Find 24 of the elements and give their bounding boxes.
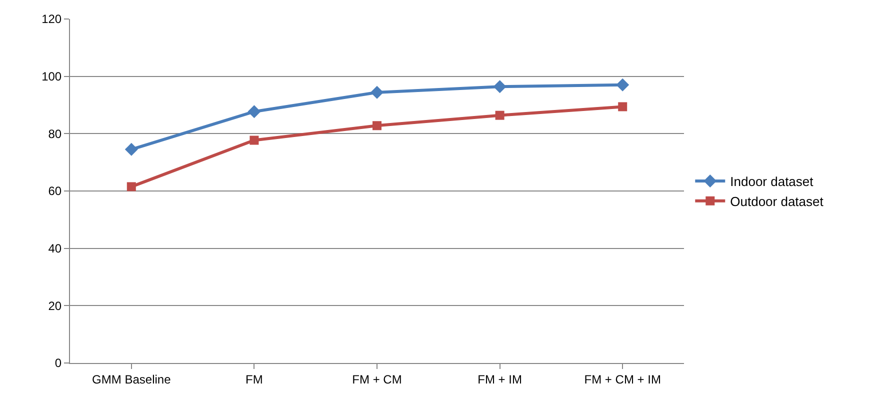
point (126, 182, 136, 192)
x-tick-label: FM (246, 372, 263, 386)
y-tick-label: 120 (42, 12, 62, 26)
legend-label: Indoor dataset (730, 174, 814, 190)
x-tick-label: FM + CM (352, 372, 402, 386)
legend-label: Outdoor dataset (730, 194, 824, 209)
y-tick-label: 20 (48, 298, 62, 313)
y-tick-label: 80 (48, 126, 62, 141)
x-tick-label: GMM Baseline (92, 372, 172, 386)
point (616, 78, 630, 92)
point (618, 102, 628, 112)
y-tick-label: 0 (54, 356, 62, 370)
point (250, 136, 259, 145)
y-tick-label: 40 (48, 242, 62, 256)
point (370, 86, 384, 99)
point (372, 121, 382, 130)
y-tick-label: 60 (48, 184, 62, 198)
y-tick-label: 100 (42, 70, 62, 84)
point (493, 80, 506, 94)
x-tick-label: FM + CM + IM (584, 372, 661, 386)
x-tick-label: FM + IM (478, 372, 522, 386)
point (124, 142, 138, 156)
point (495, 110, 504, 120)
point (248, 105, 261, 118)
